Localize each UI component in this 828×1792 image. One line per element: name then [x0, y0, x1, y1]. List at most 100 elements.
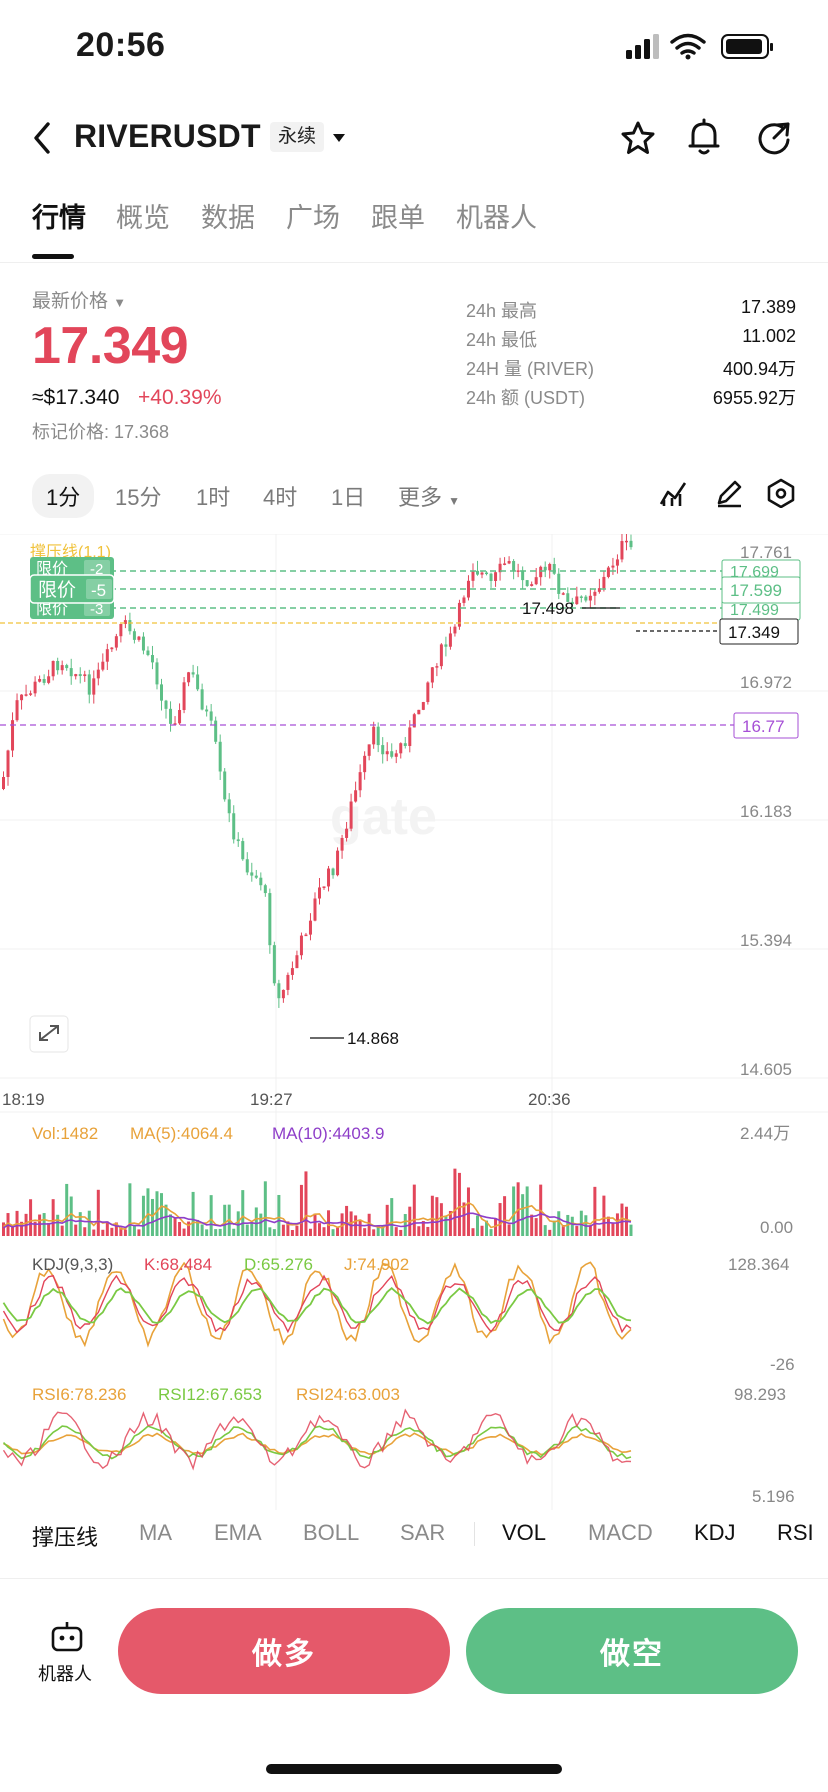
candle-body — [521, 570, 525, 581]
short-button[interactable]: 做空 — [466, 1608, 798, 1694]
volume-bar — [218, 1228, 222, 1236]
volume-bar — [358, 1219, 362, 1236]
tab-square[interactable]: 广场 — [286, 203, 340, 233]
last-price-label[interactable]: 最新价格 ▼ — [32, 291, 127, 312]
volume-bar — [521, 1194, 525, 1236]
volume-bar — [268, 1227, 272, 1236]
volume-bar — [51, 1199, 55, 1236]
candle-body — [611, 565, 615, 568]
candle-body — [534, 577, 538, 585]
volume-bar — [439, 1203, 443, 1236]
volume-bar — [390, 1198, 394, 1236]
volume-bar — [444, 1215, 448, 1236]
indicator-ema[interactable]: EMA — [214, 1520, 262, 1545]
volume-bar — [87, 1210, 91, 1236]
star-icon[interactable] — [620, 120, 656, 156]
candle-body — [561, 593, 565, 595]
volume-bar — [47, 1222, 51, 1236]
volume-bar — [399, 1229, 403, 1236]
volume-bar — [263, 1181, 267, 1236]
volume-bar — [534, 1218, 538, 1236]
candle-body — [241, 841, 245, 860]
candle-body — [548, 564, 552, 571]
timeframe-1d[interactable]: 1日 — [331, 485, 366, 510]
limit-label-1: 限价 — [36, 560, 68, 578]
candle-body — [214, 720, 218, 742]
candle-body — [570, 601, 574, 605]
volume-bar — [196, 1219, 200, 1236]
candle-body — [169, 708, 173, 724]
kdj-min: -26 — [770, 1355, 795, 1374]
back-icon[interactable] — [30, 120, 54, 156]
stat-label-volume: 24H 量 (RIVER) — [466, 359, 595, 379]
candle-body — [588, 595, 592, 601]
candle-body — [494, 572, 498, 581]
candle-body — [218, 741, 222, 772]
volume-bar — [588, 1225, 592, 1236]
indicator-ma[interactable]: MA — [139, 1520, 172, 1545]
indicator-kdj[interactable]: KDJ — [694, 1520, 736, 1545]
kline-chart[interactable]: gate 撑压线(1,1) 限价 -2 限价 -3 限价 -5 — [0, 534, 828, 1510]
timeframe-1m[interactable]: 1分 — [32, 474, 95, 518]
candle-body — [123, 620, 127, 624]
settings-hex-icon[interactable] — [766, 478, 796, 508]
candle-body — [281, 989, 285, 999]
share-icon[interactable] — [756, 120, 792, 156]
indicator-support[interactable]: 撑压线 — [32, 1525, 99, 1550]
candle-body — [593, 591, 597, 596]
candle-body — [439, 644, 443, 667]
chevron-down-icon[interactable] — [332, 132, 346, 144]
price-axis-label: 17.761 — [740, 543, 792, 562]
tab-market[interactable]: 行情 — [32, 203, 86, 233]
robot-label[interactable]: 机器人 — [38, 1664, 92, 1684]
vol-ma10-line — [3, 1212, 632, 1229]
wifi-icon — [670, 33, 706, 55]
candle-body — [200, 689, 204, 710]
robot-icon[interactable] — [50, 1620, 84, 1652]
symbol-title[interactable]: RIVERUSDT — [74, 118, 261, 154]
indicator-rsi[interactable]: RSI — [777, 1520, 814, 1545]
tab-overview[interactable]: 概览 — [116, 203, 170, 233]
contract-type-badge[interactable]: 永续 — [270, 122, 325, 152]
rsi12-label: RSI12:67.653 — [158, 1385, 262, 1404]
timeframe-1h[interactable]: 1时 — [196, 485, 231, 510]
long-button[interactable]: 做多 — [118, 1608, 450, 1694]
candle-body — [105, 649, 109, 662]
candle-body — [227, 799, 231, 814]
timeframe-15m[interactable]: 15分 — [115, 485, 162, 510]
timeframe-more[interactable]: 更多 ▼ — [398, 485, 461, 510]
tab-data[interactable]: 数据 — [201, 203, 255, 233]
candle-body — [308, 920, 312, 935]
volume-bar — [241, 1190, 245, 1236]
candle-body — [223, 771, 227, 800]
indicator-icon[interactable] — [658, 478, 688, 508]
fullscreen-icon[interactable] — [29, 1015, 69, 1053]
candle-body — [182, 682, 186, 710]
volume-bar — [308, 1228, 312, 1236]
volume-bar — [33, 1221, 37, 1236]
price-change: +40.39% — [138, 386, 222, 409]
volume-bar — [552, 1220, 556, 1236]
volume-bar — [205, 1229, 209, 1236]
candle-body — [466, 580, 470, 598]
candle-body — [236, 839, 240, 842]
candle-body — [128, 620, 132, 632]
pencil-icon[interactable] — [714, 478, 744, 508]
volume-bar — [313, 1213, 317, 1236]
tab-copy-trading[interactable]: 跟单 — [371, 203, 425, 233]
status-icons — [626, 33, 773, 60]
volume-bar — [381, 1225, 385, 1236]
stat-label-high: 24h 最高 — [466, 301, 538, 321]
indicator-sar[interactable]: SAR — [400, 1520, 446, 1545]
volume-bar — [137, 1229, 141, 1236]
candle-body — [358, 772, 362, 791]
volume-bar — [105, 1221, 109, 1236]
limit-price-box-2: 17.599 — [721, 576, 801, 604]
tab-robot[interactable]: 机器人 — [456, 203, 537, 233]
bell-icon[interactable] — [686, 118, 722, 158]
candle-body — [539, 566, 543, 578]
indicator-vol[interactable]: VOL — [502, 1520, 547, 1545]
indicator-boll[interactable]: BOLL — [303, 1520, 360, 1545]
timeframe-4h[interactable]: 4时 — [263, 485, 298, 510]
indicator-macd[interactable]: MACD — [588, 1520, 653, 1545]
